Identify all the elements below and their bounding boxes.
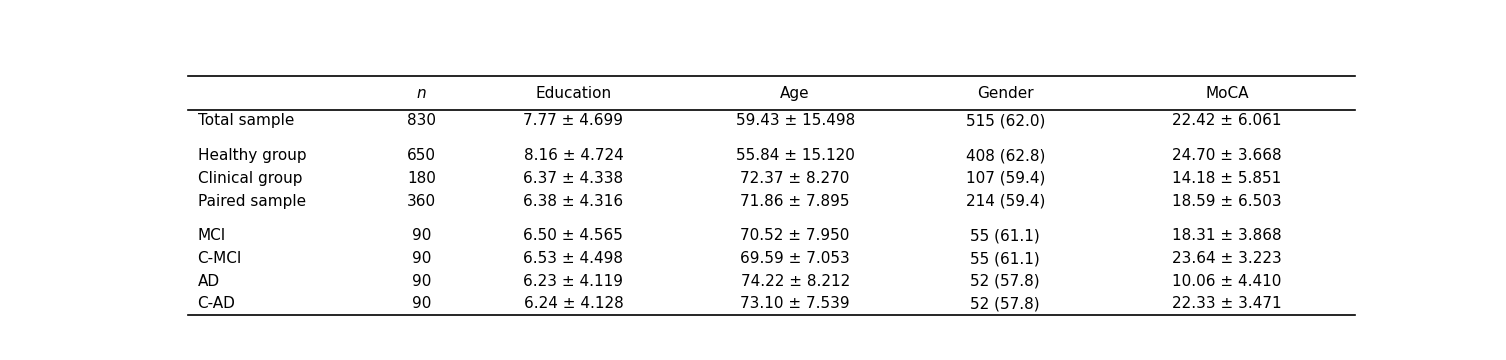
Text: Healthy group: Healthy group <box>197 148 306 163</box>
Text: 6.37 ± 4.338: 6.37 ± 4.338 <box>524 171 623 186</box>
Text: 90: 90 <box>413 229 431 243</box>
Text: Gender: Gender <box>977 86 1033 100</box>
Text: 6.23 ± 4.119: 6.23 ± 4.119 <box>524 274 623 289</box>
Text: 515 (62.0): 515 (62.0) <box>965 113 1045 129</box>
Text: 6.50 ± 4.565: 6.50 ± 4.565 <box>524 229 623 243</box>
Text: 10.06 ± 4.410: 10.06 ± 4.410 <box>1172 274 1282 289</box>
Text: Paired sample: Paired sample <box>197 194 306 208</box>
Text: 360: 360 <box>407 194 437 208</box>
Text: 6.24 ± 4.128: 6.24 ± 4.128 <box>524 296 623 311</box>
Text: C-AD: C-AD <box>197 296 235 311</box>
Text: 18.59 ± 6.503: 18.59 ± 6.503 <box>1172 194 1282 208</box>
Text: Age: Age <box>780 86 810 100</box>
Text: 7.77 ± 4.699: 7.77 ± 4.699 <box>524 113 623 129</box>
Text: 73.10 ± 7.539: 73.10 ± 7.539 <box>741 296 849 311</box>
Text: Clinical group: Clinical group <box>197 171 303 186</box>
Text: 18.31 ± 3.868: 18.31 ± 3.868 <box>1172 229 1282 243</box>
Text: 107 (59.4): 107 (59.4) <box>965 171 1045 186</box>
Text: 69.59 ± 7.053: 69.59 ± 7.053 <box>741 251 849 266</box>
Text: 90: 90 <box>413 251 431 266</box>
Text: 55 (61.1): 55 (61.1) <box>970 229 1041 243</box>
Text: 71.86 ± 7.895: 71.86 ± 7.895 <box>741 194 849 208</box>
Text: AD: AD <box>197 274 220 289</box>
Text: 90: 90 <box>413 296 431 311</box>
Text: Education: Education <box>535 86 611 100</box>
Text: 59.43 ± 15.498: 59.43 ± 15.498 <box>735 113 855 129</box>
Text: 22.42 ± 6.061: 22.42 ± 6.061 <box>1172 113 1282 129</box>
Text: 72.37 ± 8.270: 72.37 ± 8.270 <box>741 171 849 186</box>
Text: MoCA: MoCA <box>1205 86 1248 100</box>
Text: n: n <box>417 86 426 100</box>
Text: 408 (62.8): 408 (62.8) <box>965 148 1045 163</box>
Text: 24.70 ± 3.668: 24.70 ± 3.668 <box>1172 148 1282 163</box>
Text: 23.64 ± 3.223: 23.64 ± 3.223 <box>1172 251 1282 266</box>
Text: 830: 830 <box>407 113 437 129</box>
Text: 14.18 ± 5.851: 14.18 ± 5.851 <box>1172 171 1282 186</box>
Text: 214 (59.4): 214 (59.4) <box>965 194 1045 208</box>
Text: 70.52 ± 7.950: 70.52 ± 7.950 <box>741 229 849 243</box>
Text: 8.16 ± 4.724: 8.16 ± 4.724 <box>524 148 623 163</box>
Text: 650: 650 <box>407 148 437 163</box>
Text: C-MCI: C-MCI <box>197 251 242 266</box>
Text: 6.38 ± 4.316: 6.38 ± 4.316 <box>524 194 623 208</box>
Text: MCI: MCI <box>197 229 226 243</box>
Text: 55.84 ± 15.120: 55.84 ± 15.120 <box>736 148 854 163</box>
Text: Total sample: Total sample <box>197 113 294 129</box>
Text: 52 (57.8): 52 (57.8) <box>970 274 1041 289</box>
Text: 52 (57.8): 52 (57.8) <box>970 296 1041 311</box>
Text: 55 (61.1): 55 (61.1) <box>970 251 1041 266</box>
Text: 180: 180 <box>407 171 437 186</box>
Text: 22.33 ± 3.471: 22.33 ± 3.471 <box>1172 296 1282 311</box>
Text: 90: 90 <box>413 274 431 289</box>
Text: 6.53 ± 4.498: 6.53 ± 4.498 <box>524 251 623 266</box>
Text: 74.22 ± 8.212: 74.22 ± 8.212 <box>741 274 849 289</box>
